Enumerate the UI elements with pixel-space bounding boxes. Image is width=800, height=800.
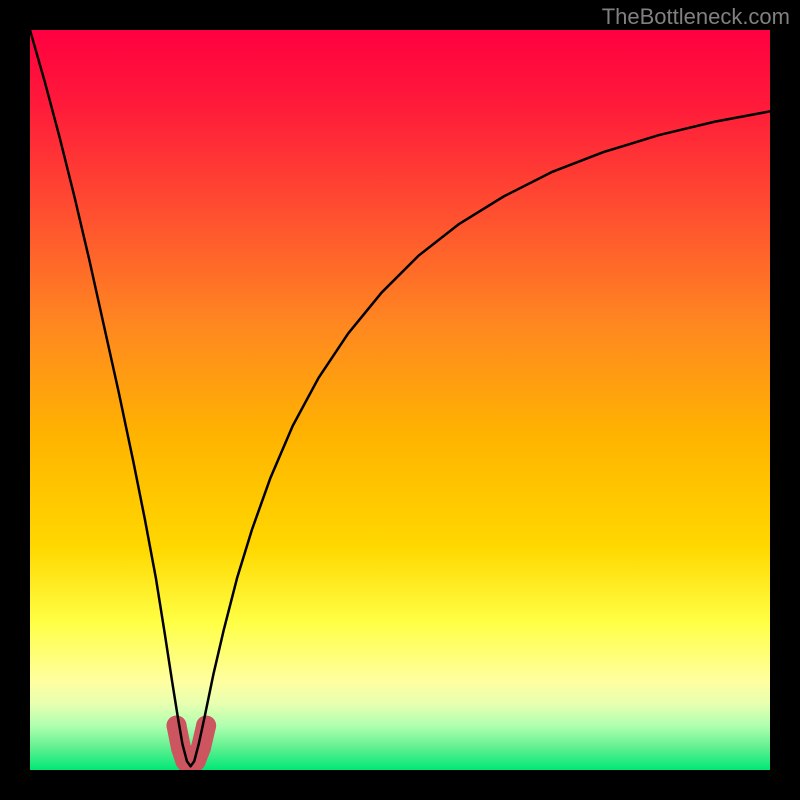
marker-point [191, 738, 211, 758]
gradient-background [30, 30, 770, 770]
plot-area [30, 30, 770, 770]
chart-svg [30, 30, 770, 770]
chart-container: TheBottleneck.com [0, 0, 800, 800]
marker-point [196, 716, 216, 736]
marker-point [167, 716, 187, 736]
watermark-text: TheBottleneck.com [602, 4, 790, 30]
